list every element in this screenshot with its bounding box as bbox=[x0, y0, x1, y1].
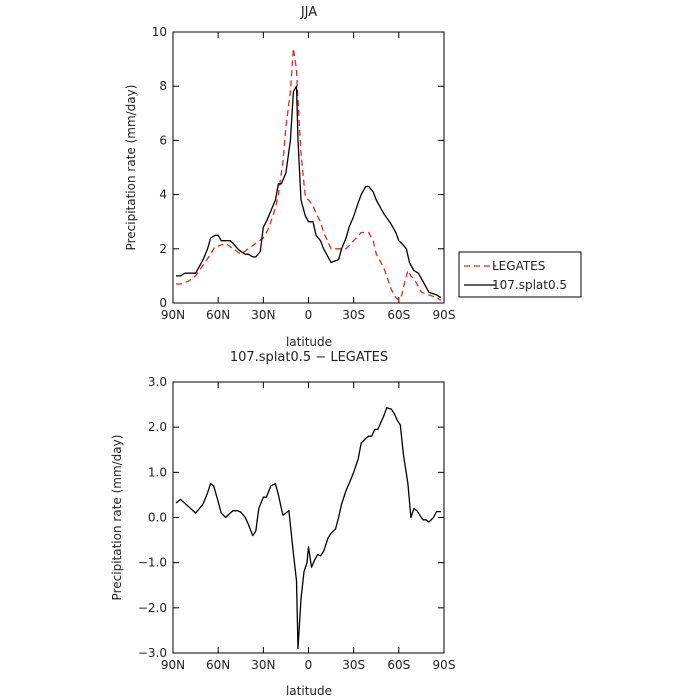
top-ytick-label: 4 bbox=[159, 188, 167, 202]
top-series-line-107-splat0-5 bbox=[176, 85, 442, 299]
bottom-xtick-label: 60N bbox=[206, 658, 230, 672]
top-ytick-label: 10 bbox=[152, 25, 167, 39]
bottom-xtick-label: 30N bbox=[251, 658, 275, 672]
top-panel-ylabel: Precipitation rate (mm/day) bbox=[124, 85, 138, 251]
bottom-xtick-label: 0 bbox=[305, 658, 313, 672]
bottom-ytick-label: 3.0 bbox=[148, 375, 167, 389]
top-panel-xlabel: latitude bbox=[286, 335, 332, 349]
top-ytick-label: 0 bbox=[159, 296, 167, 310]
top-panel-series bbox=[176, 47, 442, 301]
top-xtick-label: 30S bbox=[342, 308, 365, 322]
top-ytick-label: 2 bbox=[159, 242, 167, 256]
top-xtick-label: 30N bbox=[251, 308, 275, 322]
bottom-xtick-label: 90N bbox=[161, 658, 185, 672]
top-panel-frame bbox=[172, 31, 445, 304]
bottom-panel-frame bbox=[172, 381, 445, 654]
bottom-panel-ticks: 90N 60N 30N 0 30S 60S 90S −3.0 −2.0 −1.0 0.0 1.0 2.0… bbox=[138, 375, 456, 672]
bottom-ytick-label: −3.0 bbox=[138, 646, 167, 660]
top-xtick-label: 60N bbox=[206, 308, 230, 322]
bottom-xtick-label: 30S bbox=[342, 658, 365, 672]
bottom-panel-title: 107.splat0.5 − LEGATES bbox=[230, 350, 388, 365]
top-ytick-label: 6 bbox=[159, 133, 167, 147]
bottom-series-line-difference bbox=[175, 407, 441, 650]
legend-box bbox=[458, 251, 582, 298]
bottom-ytick-label: 2.0 bbox=[148, 420, 167, 434]
top-xtick-label: 60S bbox=[387, 308, 410, 322]
bottom-ytick-label: −2.0 bbox=[138, 601, 167, 615]
bottom-panel: 107.splat0.5 − LEGATES 90N 60N 30N 0 30S 60S 9… bbox=[110, 350, 455, 698]
bottom-ytick-label: 1.0 bbox=[148, 465, 167, 479]
legend: LEGATES 107.splat0.5 bbox=[458, 251, 582, 298]
bottom-panel-series bbox=[175, 407, 441, 650]
bottom-panel-ylabel: Precipitation rate (mm/day) bbox=[110, 435, 124, 601]
bottom-xtick-label: 60S bbox=[387, 658, 410, 672]
legend-label-legates: LEGATES bbox=[492, 259, 545, 273]
bottom-ytick-label: 0.0 bbox=[148, 511, 167, 525]
legend-label-splat: 107.splat0.5 bbox=[492, 278, 567, 292]
top-xtick-label: 90S bbox=[433, 308, 456, 322]
top-panel-title: JJA bbox=[300, 5, 317, 20]
bottom-xtick-label: 90S bbox=[433, 658, 456, 672]
bottom-panel-xlabel: latitude bbox=[286, 684, 332, 698]
top-xtick-label: 0 bbox=[305, 308, 313, 322]
top-ytick-label: 8 bbox=[159, 79, 167, 93]
top-series-line-legates bbox=[176, 47, 442, 301]
top-xtick-label: 90N bbox=[161, 308, 185, 322]
bottom-ytick-label: −1.0 bbox=[138, 556, 167, 570]
top-panel-ticks: 90N 60N 30N 0 30S 60S 90S 0 2 4 6 8 10 bbox=[152, 25, 456, 322]
